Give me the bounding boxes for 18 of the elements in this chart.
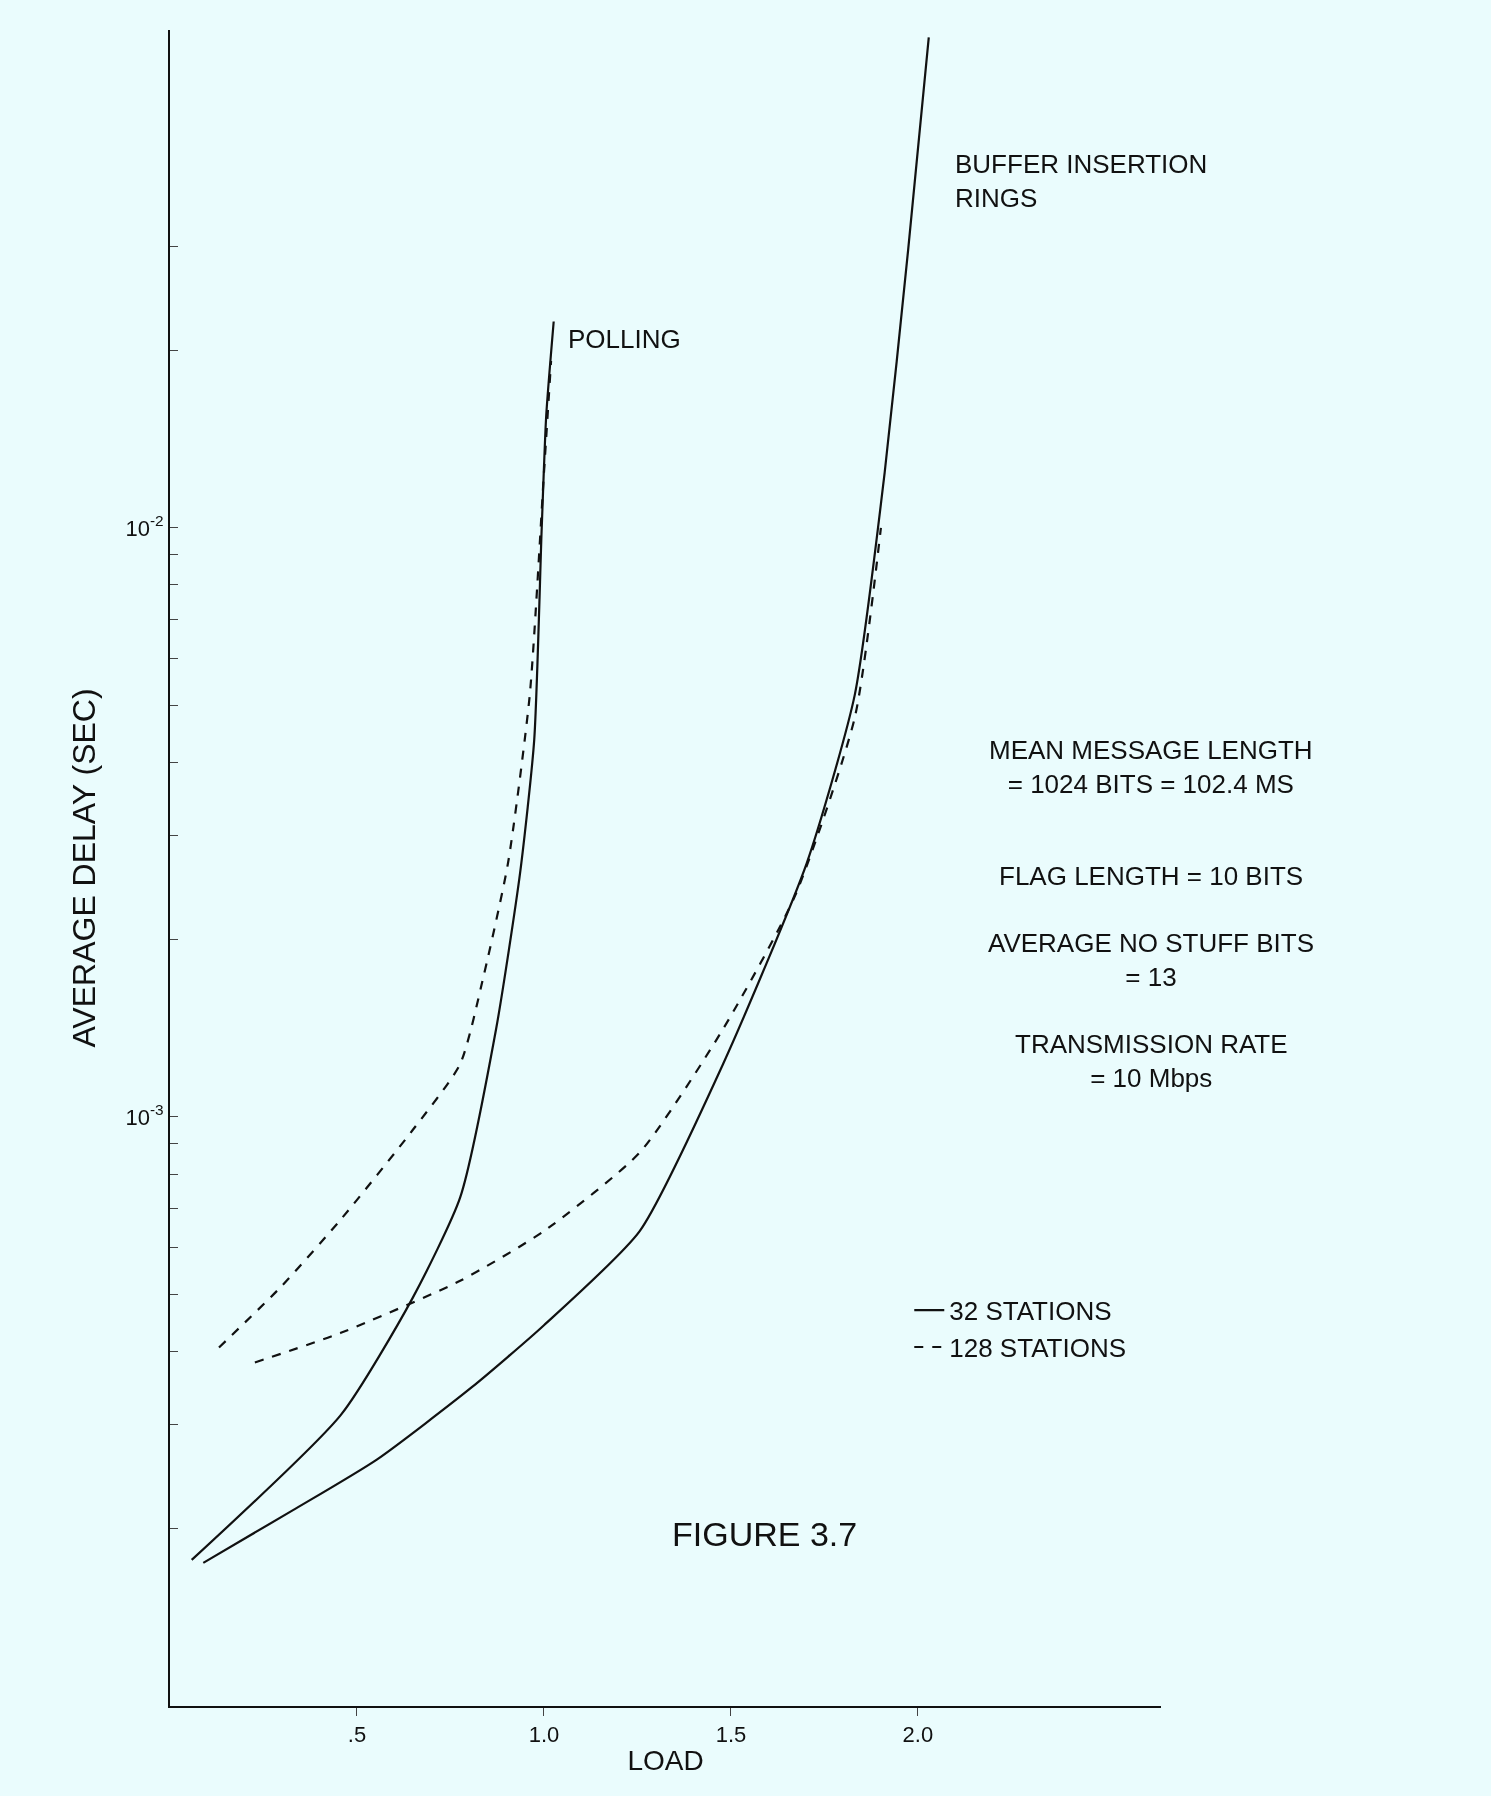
legend-label: 128 STATIONS xyxy=(949,1333,1127,1364)
annotation: MEAN MESSAGE LENGTH = 1024 BITS = 102.4 MS xyxy=(989,735,1313,799)
x-tick-label: 1.5 xyxy=(715,1722,747,1748)
annotation: POLLING xyxy=(568,324,681,354)
x-tick-label: .5 xyxy=(347,1722,367,1748)
x-axis-title: LOAD xyxy=(627,1745,704,1776)
y-tick-label: 10$^{-2}$ xyxy=(125,512,164,541)
annotation: FLAG LENGTH = 10 BITS xyxy=(999,861,1304,891)
annotation: FIGURE 3.7 xyxy=(672,1515,858,1553)
line-series xyxy=(202,36,930,1564)
annotation: TRANSMISSION RATE = 10 Mbps xyxy=(1015,1029,1288,1093)
x-tick-label: 1.0 xyxy=(528,1722,560,1748)
x-tick-label: 2.0 xyxy=(902,1722,934,1748)
annotation: BUFFER INSERTION RINGS xyxy=(955,149,1208,213)
annotation: AVERAGE NO STUFF BITS = 13 xyxy=(988,928,1315,992)
y-tick-label: 10$^{-3}$ xyxy=(125,1101,164,1130)
legend-label: 32 STATIONS xyxy=(949,1296,1112,1327)
y-axis-title: AVERAGE DELAY (SEC) xyxy=(66,688,102,1048)
